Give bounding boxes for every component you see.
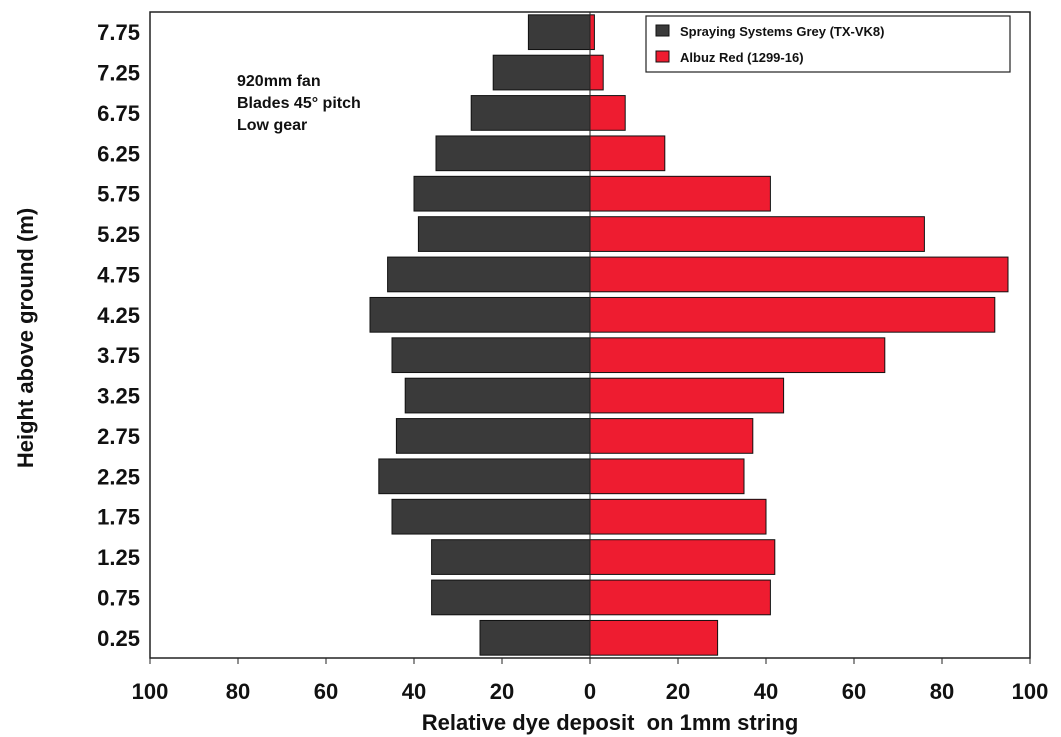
bar-grey-0.25 [479,619,591,656]
y-tick-0.75: 0.75 [97,585,140,610]
y-tick-4.75: 4.75 [97,262,140,287]
bar-grey-5.25 [417,216,591,252]
bar-red-0.75 [589,579,771,616]
x-tick-0: 100 [132,679,169,704]
y-tick-2.75: 2.75 [97,424,140,449]
legend-label-red: Albuz Red (1299-16) [680,50,804,65]
annotation: 920mm fan Blades 45° pitch Low gear [237,73,361,134]
legend: Spraying Systems Grey (TX-VK8) Albuz Red… [645,15,1011,73]
bar-red-1.25 [589,539,776,575]
y-tick-7.25: 7.25 [97,61,140,86]
bar-grey-6.75 [470,95,591,131]
legend-swatch-red [655,50,670,63]
y-tick-2.25: 2.25 [97,464,140,489]
x-tick-2: 60 [314,679,338,704]
bar-red-2.75 [589,418,754,454]
bar-grey-3.75 [391,337,591,374]
bar-grey-2.75 [395,418,591,454]
annotation-line-2: Blades 45° pitch [237,95,361,112]
bar-grey-0.75 [431,579,591,616]
bar-red-2.25 [589,458,745,495]
x-tick-7: 40 [754,679,778,704]
bar-grey-4.75 [387,256,591,293]
x-tick-1: 80 [226,679,250,704]
x-axis-title: Relative dye deposit on 1mm string [422,710,799,735]
legend-swatch-grey [655,24,670,37]
x-tick-3: 40 [402,679,426,704]
bar-grey-2.25 [378,458,591,495]
y-tick-7.75: 7.75 [97,20,140,45]
bar-red-4.75 [589,256,1009,293]
bar-grey-6.25 [435,135,591,172]
y-tick-3.25: 3.25 [97,384,140,409]
x-tick-5: 0 [584,679,596,704]
bar-red-5.25 [589,216,925,252]
bar-red-3.25 [589,377,785,414]
legend-label-grey: Spraying Systems Grey (TX-VK8) [680,24,884,39]
y-axis-title: Height above ground (m) [13,208,38,468]
bar-red-1.75 [589,498,767,535]
bar-grey-5.75 [413,175,591,212]
y-tick-0.25: 0.25 [97,626,140,651]
bar-grey-7.25 [492,54,591,91]
y-tick-5.25: 5.25 [97,222,140,247]
annotation-line-1: 920mm fan [237,73,321,90]
bar-grey-1.25 [431,539,591,575]
bar-grey-7.75 [527,14,591,51]
bar-red-6.75 [589,95,626,131]
y-tick-4.25: 4.25 [97,303,140,328]
grey-series-bars [369,14,591,656]
x-tick-4: 20 [490,679,514,704]
y-tick-1.25: 1.25 [97,545,140,570]
y-tick-labels: 0.25 0.75 1.25 1.75 2.25 2.75 3.25 3.75 4.25 4.75… [97,20,140,651]
bar-red-0.25 [589,619,719,656]
x-tick-6: 20 [666,679,690,704]
bar-red-4.25 [589,296,996,333]
bar-red-7.75 [589,14,595,51]
x-tick-8: 60 [842,679,866,704]
bar-red-5.75 [589,175,771,212]
red-series-bars [589,14,1009,656]
bar-red-6.25 [589,135,666,172]
legend-box [645,15,1011,73]
bar-red-3.75 [589,337,886,374]
bar-grey-3.25 [404,377,591,414]
y-tick-5.75: 5.75 [97,182,140,207]
bar-grey-1.75 [391,498,591,535]
y-tick-1.75: 1.75 [97,505,140,530]
bar-red-7.25 [589,54,604,91]
x-tick-labels: 100 80 60 40 20 0 20 40 60 80 100 [132,658,1049,704]
y-tick-3.75: 3.75 [97,343,140,368]
x-tick-10: 100 [1012,679,1049,704]
y-tick-6.25: 6.25 [97,141,140,166]
x-tick-9: 80 [930,679,954,704]
y-tick-6.75: 6.75 [97,101,140,126]
bar-grey-4.25 [369,296,591,333]
annotation-line-3: Low gear [237,117,307,134]
